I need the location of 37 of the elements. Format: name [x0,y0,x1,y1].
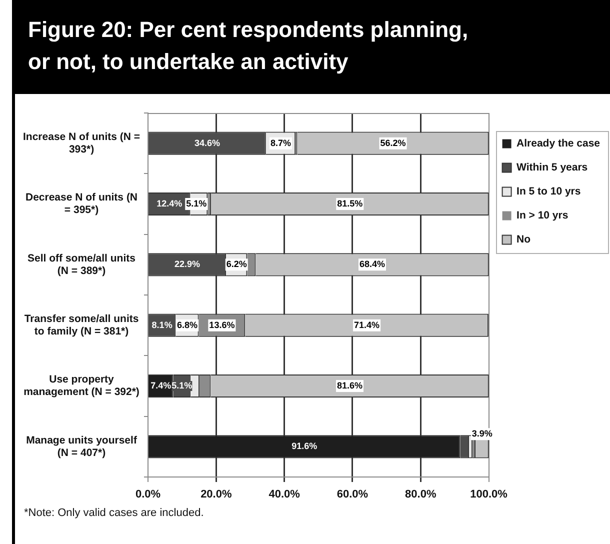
x-tick-label: 40.0% [268,488,300,501]
data-label: 13.6% [209,320,235,330]
y-tick-label: Use property management (N = 392*) [24,374,140,398]
y-tick-label: Transfer some/all units to family (N = 381*) [24,312,139,338]
data-label: 7.4% [150,380,172,390]
data-label: 8.1% [152,320,172,330]
data-label: 6.8% [176,320,198,330]
data-label: 91.6% [292,441,318,452]
y-tick-label: Increase N of units (N = 393*) [23,130,140,156]
data-label: 3.9% [472,428,492,439]
data-label: 81.6% [336,380,363,390]
data-label: 56.2% [380,138,406,148]
data-label: 8.7% [270,138,291,148]
data-label: 81.5% [337,198,363,208]
text: *Note: Only valid cases are included. [24,507,204,519]
y-tick-label: Decrease N of units (N = 395*) [25,192,138,216]
data-label: 6.2% [226,259,247,270]
data-label: 5.1% [186,198,207,208]
legend-label: Within 5 years [516,162,588,174]
legend-label: Already the case [516,138,600,150]
x-tick-label: 60.0% [336,488,368,501]
legend-label: In > 10 yrs [516,210,568,222]
x-tick-label: 80.0% [405,488,436,501]
data-label: 22.9% [174,259,200,270]
legend-label: No [516,234,531,246]
data-label: 71.4% [354,320,380,330]
chart-title: Figure 20: Per cent respondents planning, or not, to undertake an activity [28,16,470,76]
data-label: 34.6% [194,138,220,148]
data-label: 12.4% [156,198,182,208]
x-tick-label: 0.0% [135,488,161,501]
y-tick-label: Manage units yourself (N = 407*) [26,434,138,459]
y-tick-label: Sell off some/all units (N = 389*) [28,252,136,277]
data-label: 68.4% [359,259,386,270]
x-tick-label: 20.0% [200,488,232,501]
legend-label: In 5 to 10 yrs [516,186,581,198]
data-label: 5.1% [172,380,192,390]
x-tick-label: 100.0% [470,488,508,501]
